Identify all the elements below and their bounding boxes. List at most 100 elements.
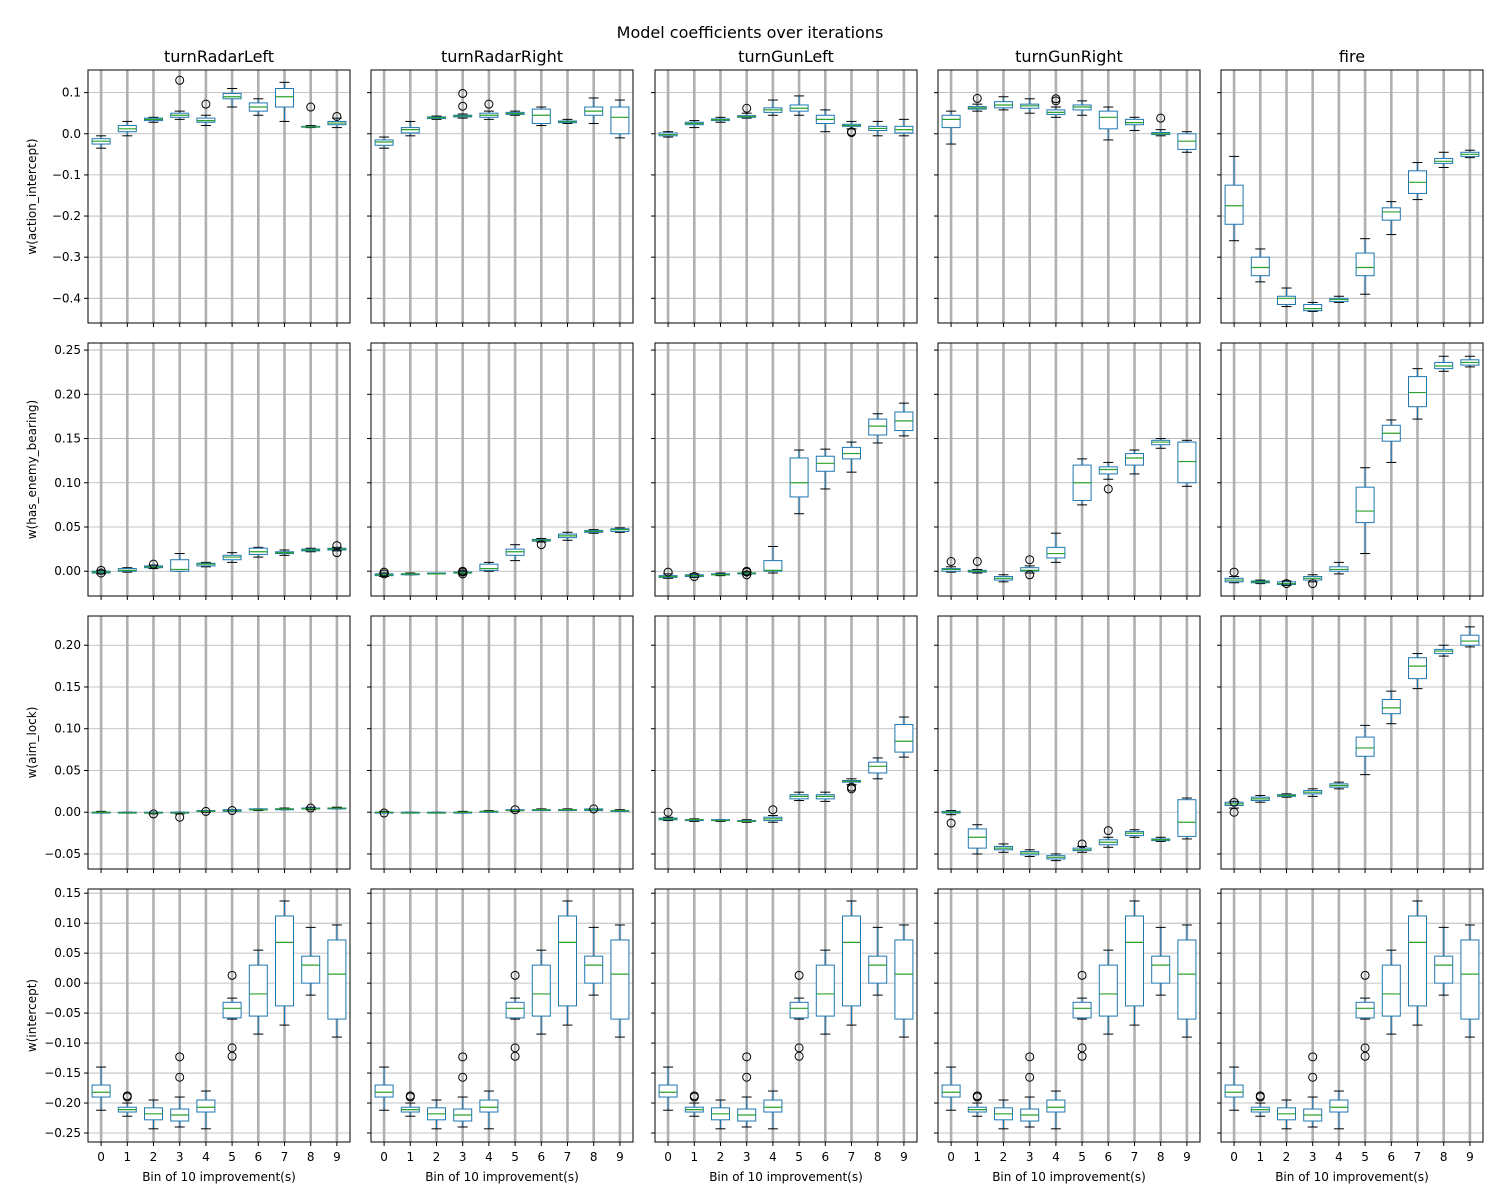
box-iqr (1151, 955, 1171, 984)
box-iqr (894, 724, 914, 753)
x-axis-label: Bin of 10 improvement(s) (1275, 1170, 1429, 1184)
xtick-label: 2 (717, 1150, 725, 1164)
box-0 (941, 1066, 961, 1111)
outlier-point (663, 807, 673, 817)
outlier-point (306, 102, 316, 112)
box-1 (1250, 795, 1270, 803)
box-5 (789, 95, 809, 116)
box-iqr (1460, 634, 1480, 646)
xtick-label: 8 (307, 1150, 315, 1164)
box-6 (1381, 419, 1401, 463)
box-3 (453, 1052, 473, 1128)
box-0 (91, 810, 111, 814)
box-1 (400, 1091, 420, 1117)
box-iqr (658, 1084, 678, 1098)
axes-frame (654, 69, 918, 324)
outlier-point (458, 567, 468, 577)
x-axis-label: Bin of 10 improvement(s) (709, 1170, 863, 1184)
ytick-label: 0.1 (62, 86, 81, 100)
outlier-point (689, 572, 699, 582)
outlier-point (227, 806, 237, 816)
box-9 (894, 402, 914, 437)
box-9 (1460, 626, 1480, 648)
box-8 (1434, 644, 1454, 657)
box-0 (941, 110, 961, 145)
box-2 (427, 572, 446, 575)
xtick-label: 6 (821, 1150, 829, 1164)
ytick-label: 0.10 (54, 722, 81, 736)
ytick-label: 0.20 (54, 638, 81, 652)
xtick-label: 9 (1183, 1150, 1191, 1164)
outlier-point (742, 570, 752, 580)
box-7 (1125, 449, 1144, 475)
box-iqr (275, 88, 294, 108)
ytick-label: −0.05 (44, 847, 81, 861)
box-0 (374, 808, 394, 818)
xtick-label: 8 (1440, 1150, 1448, 1164)
box-2 (144, 1099, 163, 1130)
box-5 (222, 552, 242, 563)
xtick-label: 3 (176, 1150, 184, 1164)
outlier-point (1156, 113, 1166, 123)
box-iqr (301, 955, 321, 984)
box-9 (894, 924, 914, 1038)
outlier-point (458, 101, 468, 111)
box-iqr (222, 92, 242, 100)
axes-frame (370, 615, 634, 870)
box-6 (815, 791, 835, 802)
axes-frame (87, 615, 351, 870)
outlier-point (663, 567, 673, 577)
box-9 (610, 809, 630, 812)
box-4 (1329, 561, 1349, 575)
axes-frame (654, 888, 918, 1143)
box-iqr (1434, 955, 1454, 984)
panel-r3-c3: 0 1 2 3 4 5 6 7 8 9 Bin of 10 improvement(s) (934, 888, 1201, 1184)
box-7 (275, 900, 294, 1026)
box-iqr (1046, 546, 1066, 559)
xtick-label: 4 (485, 1150, 493, 1164)
axes-frame (937, 69, 1201, 324)
outlier-point (972, 557, 982, 566)
box-iqr (815, 964, 835, 1017)
box-4 (1329, 295, 1349, 303)
box-3 (1020, 555, 1040, 580)
panel-r2-c3 (934, 615, 1201, 873)
box-4 (479, 810, 499, 813)
box-iqr (479, 1099, 499, 1113)
xtick-label: 3 (743, 1150, 751, 1164)
box-iqr (196, 1099, 216, 1113)
outlier-point (742, 103, 752, 113)
box-8 (301, 547, 321, 553)
box-5 (222, 970, 242, 1061)
box-4 (196, 99, 216, 127)
box-9 (1460, 355, 1480, 368)
box-3 (737, 566, 757, 580)
outlier-point (96, 568, 106, 578)
outlier-point (458, 1072, 468, 1082)
column-title: turnRadarLeft (164, 47, 274, 66)
box-2 (144, 116, 163, 123)
xtick-label: 0 (97, 1150, 105, 1164)
outlier-point (149, 559, 158, 569)
outlier-point (946, 818, 956, 828)
box-8 (1151, 836, 1171, 842)
axes-frame (1220, 888, 1484, 1143)
xtick-label: 2 (433, 1150, 441, 1164)
box-4 (479, 561, 499, 572)
box-3 (453, 566, 473, 579)
outlier-point (1025, 1052, 1035, 1062)
axes-frame (654, 342, 918, 597)
box-1 (117, 120, 137, 137)
box-4 (1046, 532, 1066, 563)
xtick-label: 1 (690, 1150, 698, 1164)
box-6 (531, 538, 551, 550)
axes-frame (937, 342, 1201, 597)
box-5 (222, 88, 242, 108)
box-9 (327, 806, 347, 810)
box-iqr (248, 964, 268, 1017)
box-6 (248, 949, 268, 1035)
xtick-label: 1 (973, 1150, 981, 1164)
xtick-label: 5 (511, 1150, 519, 1164)
axes-frame (937, 888, 1201, 1143)
panel-grid: 0.1 0.0 −0.1 −0.2 −0.3 −0.4 turnRadarLeft turnR… (25, 47, 1484, 1184)
